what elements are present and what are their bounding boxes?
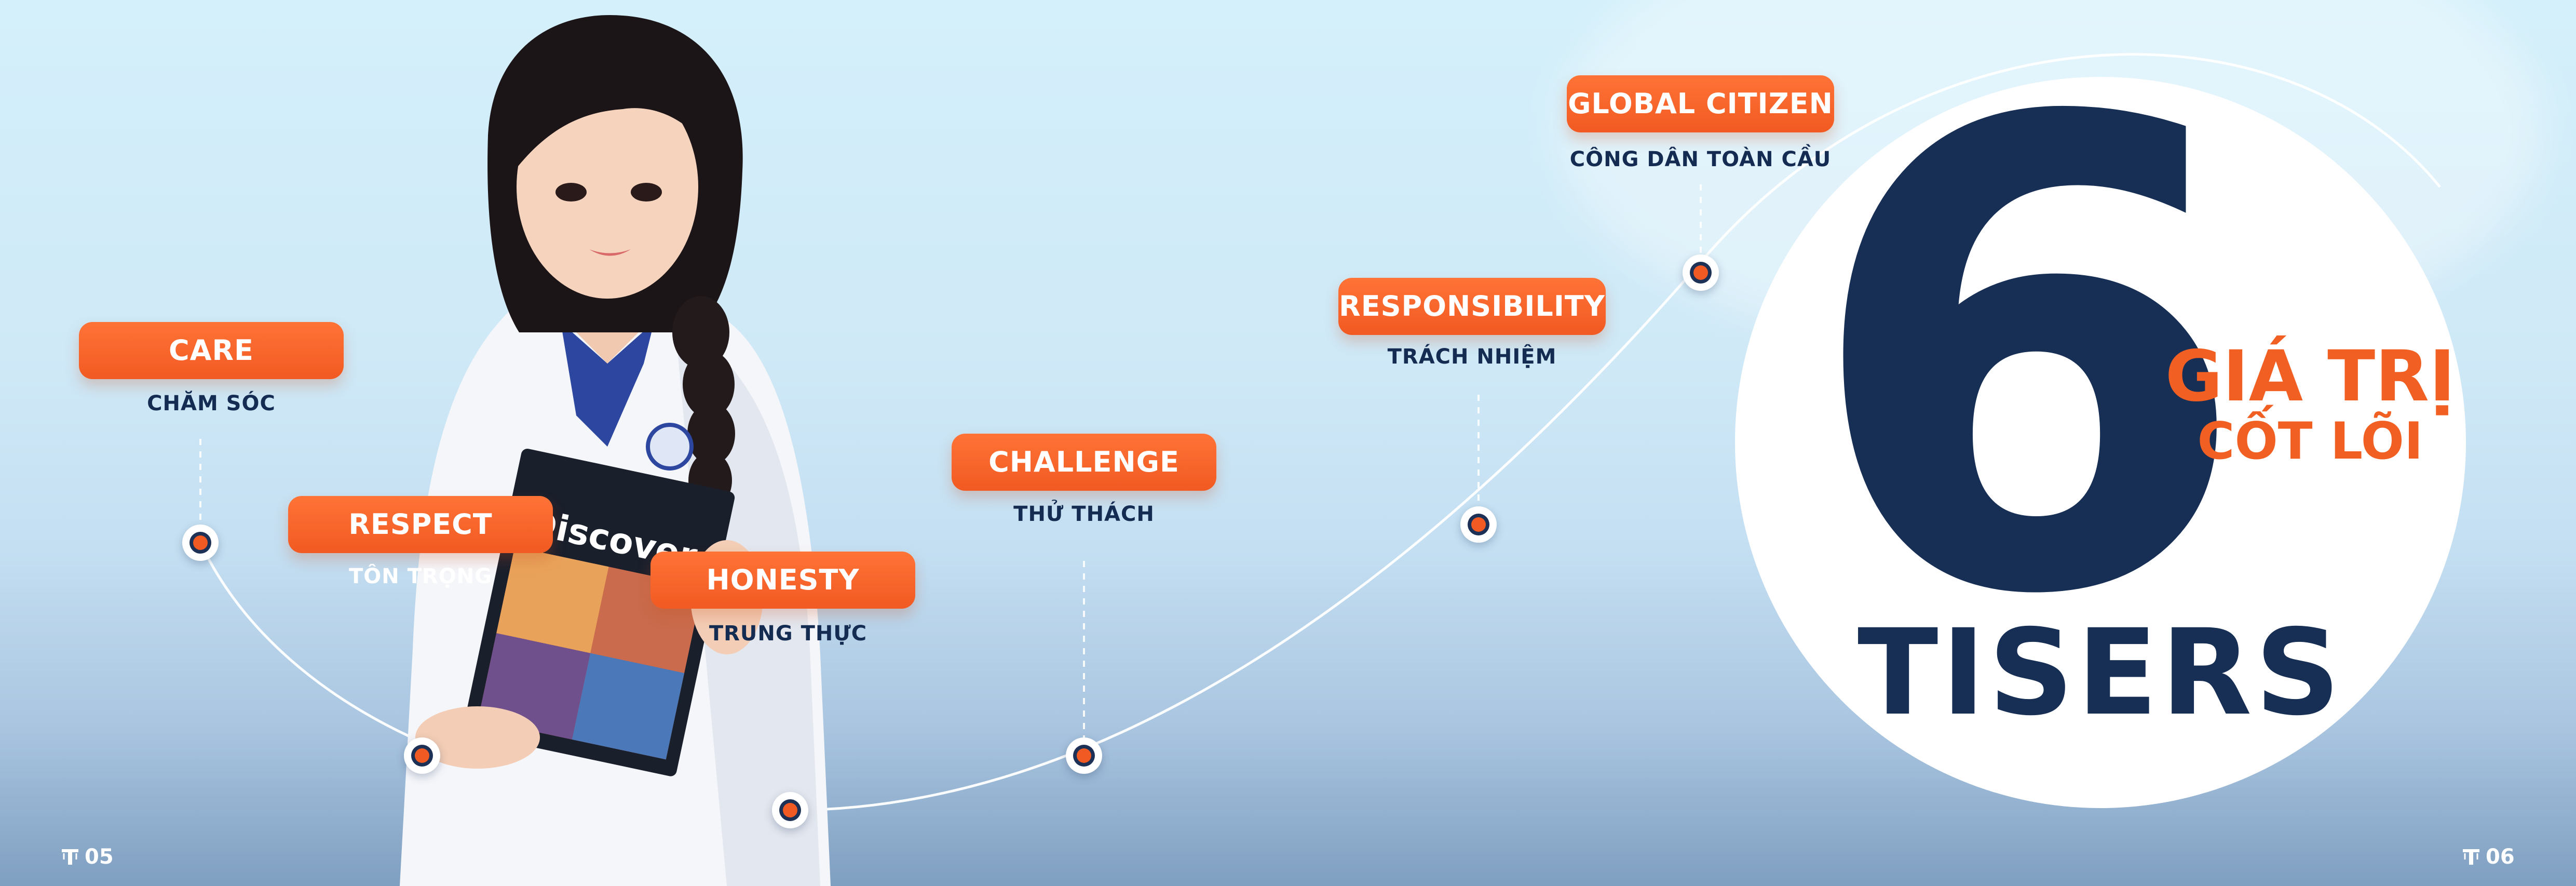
value-responsibility-label: RESPONSIBILITY <box>1338 278 1606 335</box>
value-responsibility-dot <box>1460 506 1497 543</box>
headline-brand: TISERS <box>1857 603 2344 742</box>
value-honesty-label: HONESTY <box>650 552 915 609</box>
face <box>517 75 698 299</box>
eye-left <box>555 183 587 202</box>
value-global-citizen-label: GLOBAL CITIZEN <box>1567 75 1834 132</box>
value-care-dot <box>182 525 219 561</box>
value-challenge-dot <box>1066 737 1102 774</box>
eye-right <box>631 183 662 202</box>
page-number-left: 05 <box>60 844 114 870</box>
value-challenge-sub: THỬ THÁCH <box>1013 502 1155 526</box>
value-care-label: CARE <box>79 322 344 379</box>
page-number-right-text: 06 <box>2486 845 2515 869</box>
value-challenge-label: CHALLENGE <box>952 434 1216 491</box>
tisers-logo-icon <box>2463 849 2479 865</box>
value-respect-sub: TÔN TRỌNG <box>348 565 493 588</box>
student-photo: Discover 4 <box>400 15 831 886</box>
value-respect-label: RESPECT <box>288 496 553 553</box>
tisers-logo-icon <box>62 849 78 865</box>
value-care-sub: CHĂM SÓC <box>147 392 276 415</box>
headline-circle <box>1735 77 2466 808</box>
headline-number: 6 <box>1803 0 2252 735</box>
school-badge-icon <box>646 423 694 471</box>
tie <box>561 322 654 447</box>
hair-bangs <box>513 38 717 171</box>
headline-line2: CỐT LÕI <box>2197 412 2423 471</box>
hand-left <box>415 706 540 769</box>
lips <box>589 249 631 256</box>
headline-line1: GIÁ TRỊ <box>2165 335 2456 417</box>
value-global-citizen-dot <box>1683 254 1719 291</box>
value-respect-dot <box>404 737 440 774</box>
value-global-citizen-sub: CÔNG DÂN TOÀN CẦU <box>1569 147 1832 171</box>
page-number-left-text: 05 <box>85 845 114 869</box>
value-honesty-sub: TRUNG THỰC <box>709 622 867 646</box>
value-honesty-dot <box>772 792 808 828</box>
value-responsibility-sub: TRÁCH NHIỆM <box>1387 345 1557 369</box>
page-number-right: 06 <box>2461 844 2515 870</box>
